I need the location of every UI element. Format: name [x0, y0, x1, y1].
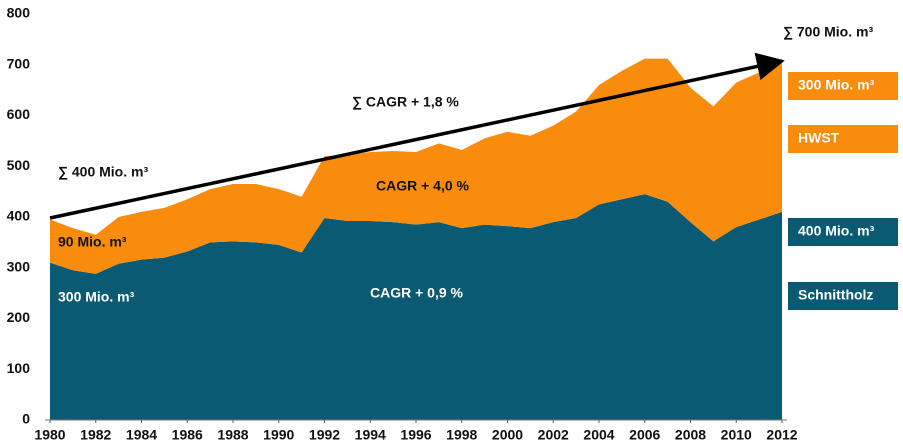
- x-tick-label: 2012: [766, 427, 797, 443]
- annotation: ∑ 700 Mio. m³: [783, 24, 873, 41]
- legend-label: HWST: [798, 130, 840, 146]
- area: [50, 194, 782, 420]
- legend-label: 400 Mio. m³: [798, 223, 875, 239]
- x-tick-label: 2006: [629, 427, 660, 443]
- annotation: ∑ CAGR + 1,8 %: [352, 94, 459, 111]
- y-tick-label: 800: [7, 5, 31, 21]
- x-tick-label: 1984: [126, 427, 157, 443]
- x-tick-label: 2002: [538, 427, 569, 443]
- x-tick-label: 1986: [172, 427, 203, 443]
- x-tick-label: 2000: [492, 427, 523, 443]
- y-tick-label: 300: [7, 258, 31, 274]
- legend-box: [788, 282, 898, 310]
- y-tick-label: 600: [7, 106, 31, 122]
- legend-box: [788, 72, 898, 100]
- annotation: 300 Mio. m³: [58, 289, 135, 305]
- x-tick-label: 1980: [34, 427, 65, 443]
- y-tick-label: 400: [7, 208, 31, 224]
- x-tick-label: 1988: [217, 427, 248, 443]
- legend-box: [788, 218, 898, 246]
- area: [50, 58, 782, 274]
- annotation: CAGR + 4,0 %: [376, 178, 470, 194]
- x-tick-label: 1982: [80, 427, 111, 443]
- y-tick-label: 500: [7, 157, 31, 173]
- x-tick-label: 1992: [309, 427, 340, 443]
- y-tick-label: 0: [22, 411, 30, 427]
- x-tick-label: 1990: [263, 427, 294, 443]
- x-tick-label: 2010: [721, 427, 752, 443]
- y-tick-label: 100: [7, 360, 31, 376]
- x-tick-label: 1998: [446, 427, 477, 443]
- x-tick-label: 2008: [675, 427, 706, 443]
- x-tick-label: 2004: [583, 427, 614, 443]
- annotation: CAGR + 0,9 %: [370, 285, 464, 301]
- annotation: 90 Mio. m³: [58, 234, 127, 250]
- y-tick-label: 200: [7, 309, 31, 325]
- trend-arrow: [49, 52, 785, 220]
- y-tick-label: 700: [7, 55, 31, 71]
- x-tick-label: 1996: [400, 427, 431, 443]
- x-tick-label: 1994: [355, 427, 386, 443]
- annotation: ∑ 400 Mio. m³: [58, 164, 148, 181]
- legend-label: Schnittholz: [798, 287, 873, 303]
- legend-label: 300 Mio. m³: [798, 77, 875, 93]
- legend-box: [788, 125, 898, 153]
